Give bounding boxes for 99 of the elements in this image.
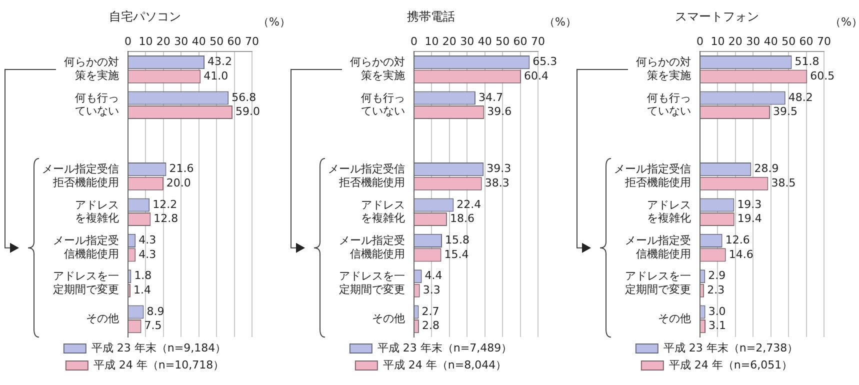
legend-label: 平成 23 年末（n=2,738） xyxy=(663,341,798,354)
y-tick-label: その他 xyxy=(86,312,119,326)
x-tick-label: 10 xyxy=(138,34,153,48)
y-tick-label: アドレスを一定期間で変更 xyxy=(339,270,405,296)
data-label: 2.7 xyxy=(422,304,440,318)
x-tick-label: 70 xyxy=(817,34,831,48)
x-tick-label: 40 xyxy=(192,34,206,48)
data-label: 3.0 xyxy=(708,304,726,318)
data-label: 48.2 xyxy=(788,90,813,104)
y-tick-label: 何も行っていない xyxy=(75,91,119,118)
x-tick-label: 60 xyxy=(227,34,242,48)
y-tick-label: 何らかの対策を実施 xyxy=(636,56,691,82)
x-tick-label: 30 xyxy=(746,34,760,48)
x-tick-label: 10 xyxy=(710,34,725,48)
data-label: 2.9 xyxy=(708,269,726,282)
data-label: 39.6 xyxy=(487,105,512,118)
data-label: 28.9 xyxy=(754,162,779,176)
x-tick-label: 50 xyxy=(210,34,224,48)
data-label: 7.5 xyxy=(144,319,162,332)
x-tick-label: 30 xyxy=(174,34,188,48)
y-tick-label: メール指定受信拒否機能使用 xyxy=(42,162,119,189)
x-tick-label: 0 xyxy=(696,34,704,48)
x-tick-label: 70 xyxy=(245,34,259,48)
data-label: 3.3 xyxy=(422,283,440,296)
data-label: 51.8 xyxy=(794,55,820,68)
x-tick-label: 50 xyxy=(782,34,796,48)
y-tick-label: メール指定受信機能使用 xyxy=(339,234,405,260)
data-label: 39.3 xyxy=(486,162,512,176)
y-tick-label: アドレスを一定期間で変更 xyxy=(53,270,119,296)
y-tick-label: メール指定受信機能使用 xyxy=(53,234,119,260)
legend-label: 平成 23 年末（n=7,489） xyxy=(377,341,512,354)
x-tick-label: 40 xyxy=(764,34,778,48)
x-tick-label: 30 xyxy=(460,34,474,48)
data-label: 21.6 xyxy=(169,162,194,176)
legend-label: 平成 23 年末（n=9,184） xyxy=(91,341,226,354)
data-label: 59.0 xyxy=(236,105,260,118)
legend-label: 平成 24 年（n=6,051） xyxy=(668,358,793,372)
data-label: 18.6 xyxy=(450,212,474,226)
y-tick-label: メール指定受信拒否機能使用 xyxy=(328,162,405,189)
data-label: 60.4 xyxy=(524,69,548,82)
data-label: 1.8 xyxy=(134,269,152,282)
legend-label: 平成 24 年（n=8,044） xyxy=(382,358,507,372)
x-tick-label: 40 xyxy=(478,34,492,48)
data-label: 15.8 xyxy=(444,234,470,247)
y-tick-label: 何も行っていない xyxy=(361,91,405,118)
y-tick-label: 何らかの対策を実施 xyxy=(64,56,119,82)
data-label: 20.0 xyxy=(166,176,191,190)
x-tick-label: 20 xyxy=(728,34,742,48)
data-label: 56.8 xyxy=(232,90,256,104)
data-label: 1.4 xyxy=(133,283,151,296)
y-tick-label: メール指定受信拒否機能使用 xyxy=(614,162,691,189)
x-axis-title: （%） xyxy=(830,15,859,28)
data-label: 34.7 xyxy=(478,90,503,104)
chart-title: スマートフォン xyxy=(675,9,759,24)
x-tick-label: 20 xyxy=(442,34,456,48)
data-label: 65.3 xyxy=(532,55,558,68)
x-tick-label: 10 xyxy=(424,34,439,48)
data-label: 43.2 xyxy=(208,55,232,68)
data-label: 2.8 xyxy=(422,319,440,332)
y-tick-label: アドレスを複雑化 xyxy=(361,198,405,225)
y-tick-label: その他 xyxy=(372,312,405,326)
data-label: 3.1 xyxy=(708,319,726,332)
data-label: 39.5 xyxy=(772,105,798,118)
x-tick-label: 50 xyxy=(496,34,510,48)
y-tick-label: 何も行っていない xyxy=(647,91,691,118)
y-tick-label: アドレスを複雑化 xyxy=(647,198,691,225)
data-label: 60.5 xyxy=(810,69,835,82)
y-tick-label: アドレスを一定期間で変更 xyxy=(625,270,691,296)
data-label: 12.8 xyxy=(154,212,178,226)
x-tick-label: 0 xyxy=(124,34,132,48)
x-axis-title: （%） xyxy=(258,15,290,28)
x-tick-label: 60 xyxy=(799,34,814,48)
data-label: 38.3 xyxy=(484,176,510,190)
x-axis-title: （%） xyxy=(544,15,576,28)
data-label: 19.3 xyxy=(737,198,762,211)
data-label: 8.9 xyxy=(146,304,164,318)
chart-title: 自宅パソコン xyxy=(109,9,181,24)
x-tick-label: 70 xyxy=(531,34,545,48)
x-tick-label: 60 xyxy=(513,34,528,48)
data-label: 4.4 xyxy=(424,269,442,282)
x-tick-label: 0 xyxy=(410,34,418,48)
data-label: 12.2 xyxy=(152,198,178,211)
data-label: 15.4 xyxy=(444,248,469,261)
data-label: 2.3 xyxy=(707,283,725,296)
data-label: 4.3 xyxy=(138,248,156,261)
y-tick-label: メール指定受信機能使用 xyxy=(625,234,691,260)
data-label: 41.0 xyxy=(204,69,228,82)
data-label: 14.6 xyxy=(728,248,754,261)
data-label: 22.4 xyxy=(456,198,482,211)
legend-label: 平成 24 年（n=10,718） xyxy=(93,358,224,372)
y-tick-label: アドレスを複雑化 xyxy=(75,198,119,225)
data-label: 38.5 xyxy=(771,176,796,190)
data-label: 19.4 xyxy=(737,212,762,226)
data-label: 4.3 xyxy=(138,234,156,247)
y-tick-label: 何らかの対策を実施 xyxy=(350,56,405,82)
y-tick-label: その他 xyxy=(658,312,691,326)
x-tick-label: 20 xyxy=(156,34,170,48)
chart-title: 携帯電話 xyxy=(407,9,455,24)
data-label: 12.6 xyxy=(725,234,750,247)
